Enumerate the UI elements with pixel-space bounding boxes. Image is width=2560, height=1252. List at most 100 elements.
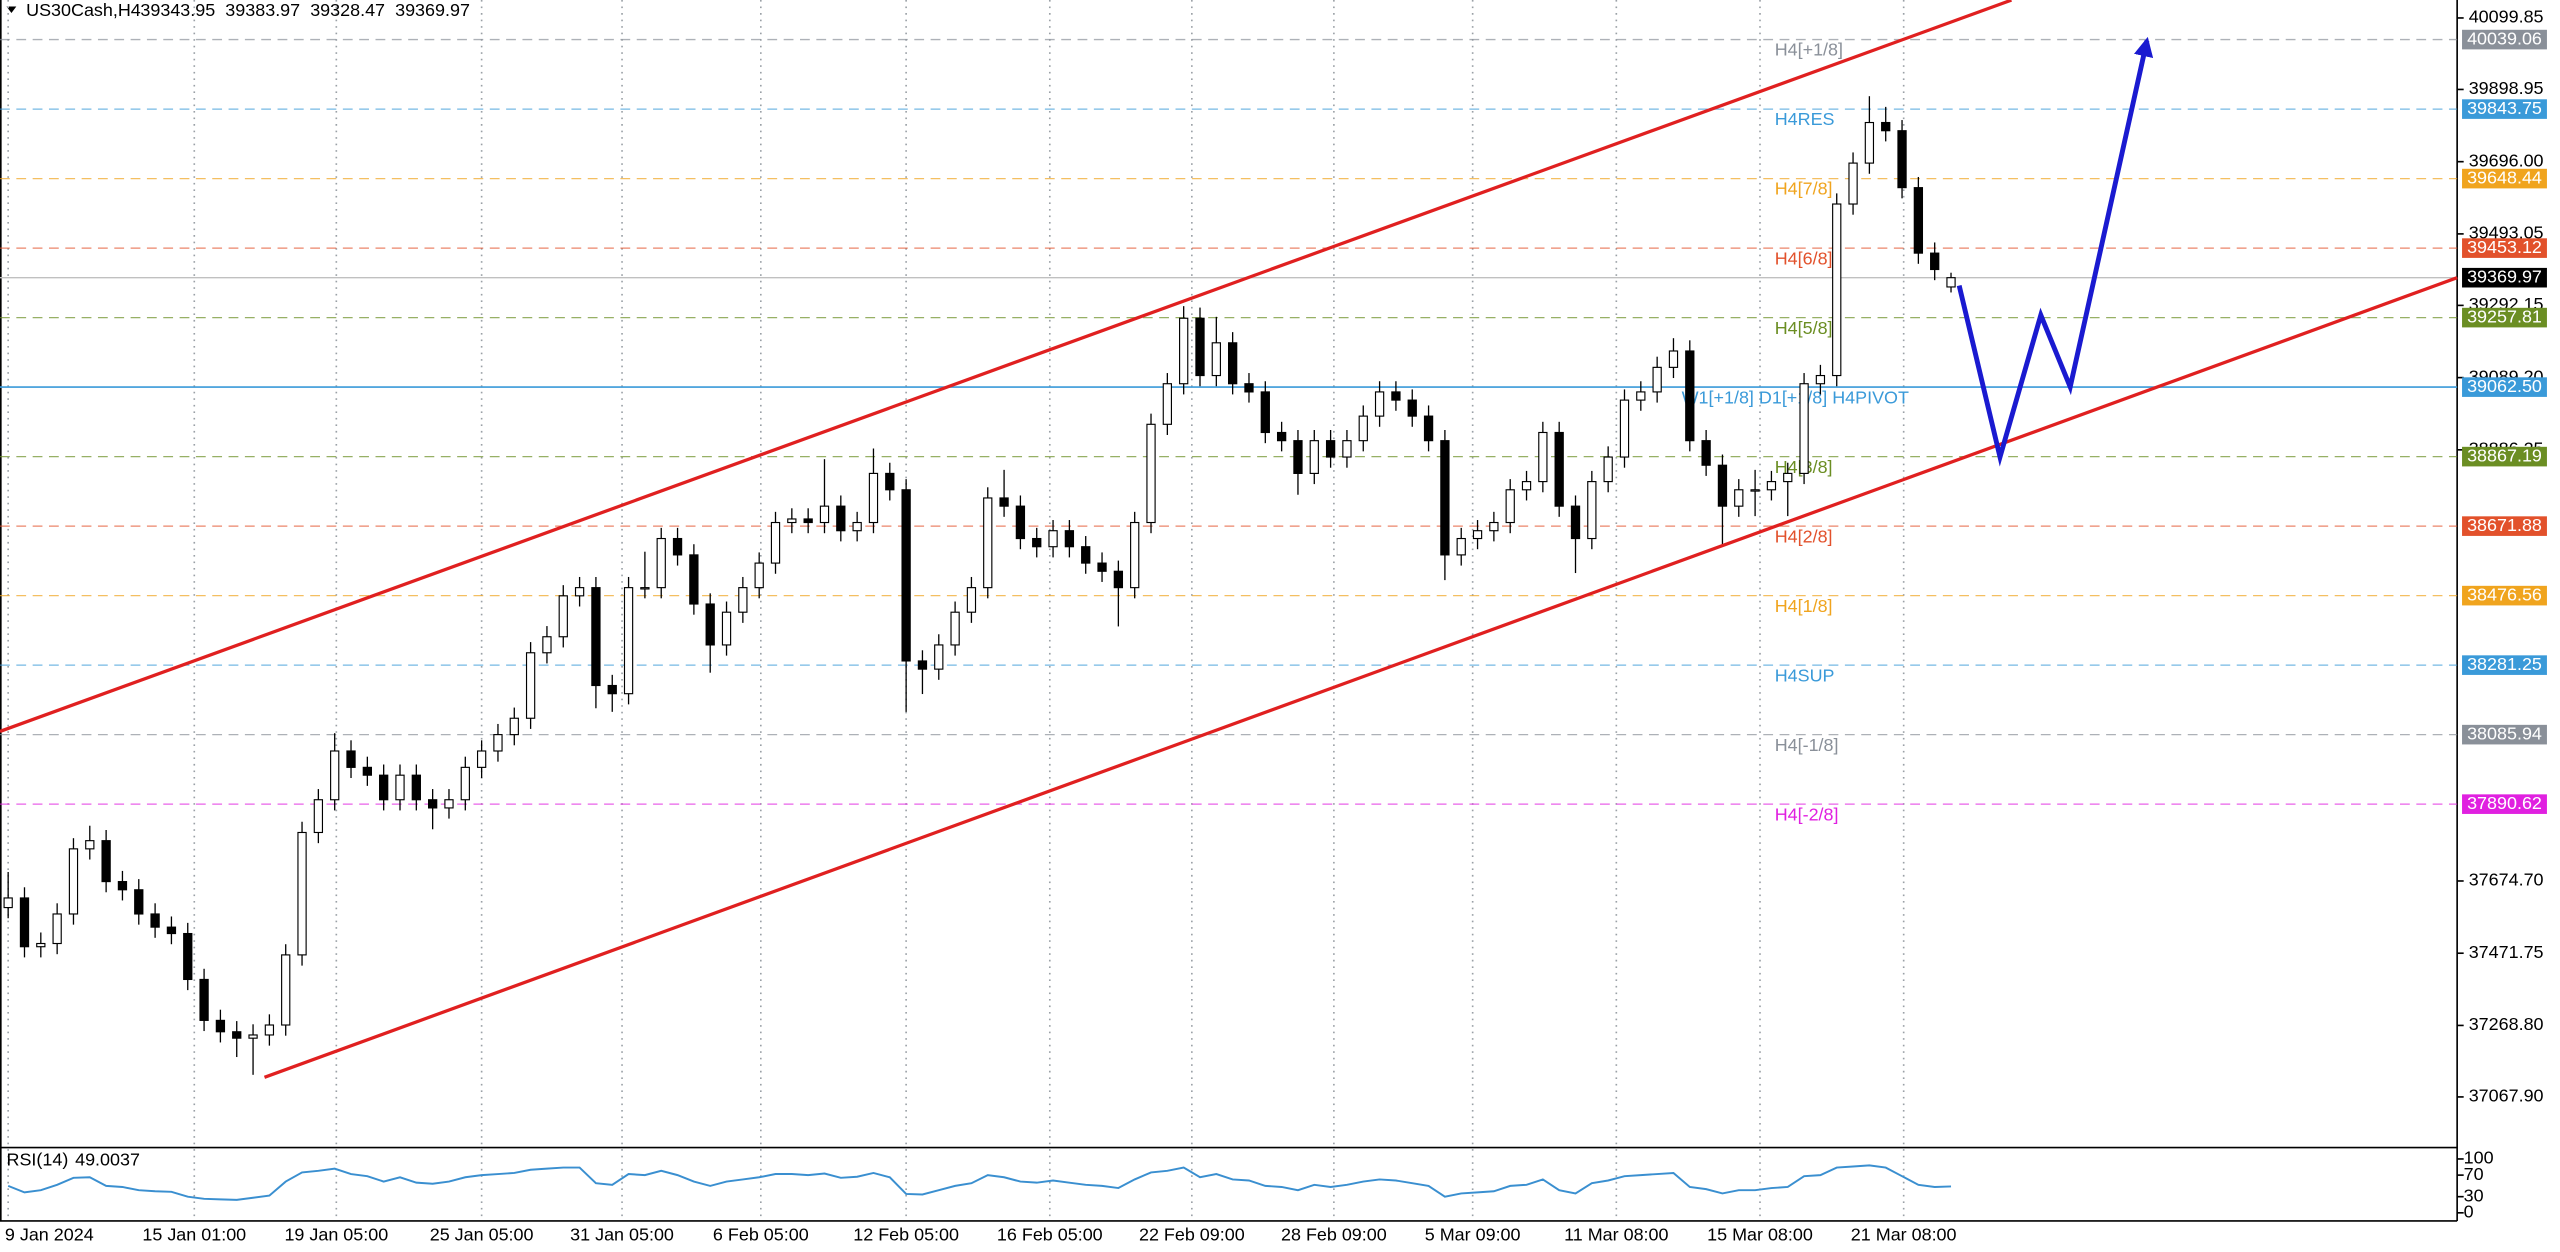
- time-label: 15 Mar 08:00: [1707, 1224, 1813, 1244]
- candle-body: [672, 537, 683, 556]
- candle-body: [1734, 489, 1744, 507]
- time-label: 5 Mar 09:00: [1425, 1224, 1521, 1244]
- candle-body: [183, 932, 193, 981]
- candle-body: [836, 505, 846, 532]
- candle-body: [983, 497, 993, 589]
- candle-body: [1472, 530, 1483, 540]
- candle-body: [1211, 342, 1221, 377]
- candle-body: [591, 587, 601, 687]
- candle-body: [150, 913, 160, 928]
- candle-body: [313, 799, 324, 834]
- price-label: 37471.75: [2469, 942, 2544, 962]
- candle-body: [395, 774, 405, 801]
- level-price: 38281.25: [2467, 654, 2542, 674]
- level-price-bg: [2462, 446, 2547, 467]
- candle-body: [1456, 537, 1466, 556]
- level-name: H4[-1/8]: [1775, 735, 1839, 755]
- level-price: 38085.94: [2467, 723, 2542, 743]
- candle-body: [1897, 130, 1907, 189]
- level-name: H4[-2/8]: [1775, 804, 1839, 824]
- time-label: 19 Jan 05:00: [284, 1224, 388, 1244]
- candle-body: [1342, 440, 1352, 458]
- price-label: 37674.70: [2469, 870, 2544, 890]
- time-label: 6 Feb 05:00: [713, 1224, 809, 1244]
- rsi-value: 49.0037: [75, 1149, 140, 1169]
- time-label: 9 Jan 2024: [5, 1224, 94, 1244]
- candle-body: [1750, 489, 1760, 492]
- candle-body: [134, 889, 144, 915]
- candle-body: [705, 603, 715, 646]
- candle-body: [1325, 440, 1336, 458]
- candle-body: [558, 595, 568, 638]
- time-label: 21 Mar 08:00: [1851, 1224, 1957, 1244]
- candle-body: [101, 840, 111, 883]
- candle-body: [1783, 472, 1793, 483]
- level-price: 39453.12: [2467, 237, 2542, 257]
- candle-body: [1766, 481, 1777, 491]
- candle-body: [754, 562, 764, 589]
- candle-body: [868, 472, 879, 524]
- candle-body: [1521, 481, 1532, 491]
- candle-body: [509, 717, 519, 736]
- price-label: 39696.00: [2469, 150, 2544, 170]
- candle-body: [966, 587, 977, 613]
- candle-body: [199, 978, 209, 1021]
- rsi-label: RSI(14): [7, 1149, 69, 1169]
- level-price-bg: [2462, 794, 2547, 814]
- candle-body: [1064, 530, 1075, 548]
- candle-body: [460, 766, 470, 801]
- level-name: H4SUP: [1775, 665, 1835, 685]
- candle-body: [1276, 431, 1287, 442]
- candle-body: [1799, 383, 1809, 474]
- rsi-tick-label: 30: [2464, 1185, 2484, 1205]
- level-name: W1[+1/8] D1[+1/8] H4PIVOT: [1682, 387, 1909, 407]
- candle-body: [1374, 391, 1385, 417]
- candle-body: [689, 554, 699, 605]
- candle-body: [1423, 415, 1434, 442]
- level-price-bg: [2462, 307, 2547, 328]
- header-ohlc: 39328.47: [310, 0, 385, 20]
- level-price-bg: [2462, 29, 2547, 50]
- candle-body: [1391, 391, 1401, 401]
- level-name: H4RES: [1775, 109, 1835, 129]
- candle-body: [1146, 423, 1156, 524]
- level-name: H4[1/8]: [1775, 596, 1833, 616]
- candle-body: [1081, 546, 1091, 564]
- price-label: 37067.90: [2469, 1086, 2544, 1106]
- candle-body: [215, 1019, 226, 1033]
- time-label: 12 Feb 05:00: [853, 1224, 959, 1244]
- candle-body: [1179, 317, 1189, 385]
- candle-body: [1309, 440, 1319, 474]
- candle-body: [1881, 121, 1891, 132]
- candle-body: [297, 831, 307, 956]
- candle-body: [36, 942, 46, 948]
- header-ohlc: 39383.97: [225, 0, 300, 20]
- candle-body: [542, 636, 552, 654]
- candle-body: [117, 881, 128, 891]
- level-price-bg: [2462, 724, 2547, 745]
- candle-body: [1554, 431, 1564, 507]
- candle-body: [852, 521, 862, 532]
- time-label: 28 Feb 09:00: [1281, 1224, 1387, 1244]
- candle-body: [819, 505, 830, 524]
- candle-body: [166, 926, 177, 935]
- candle-body: [1293, 440, 1303, 474]
- candle-body: [1538, 431, 1548, 483]
- candle-body: [1652, 366, 1662, 393]
- candle-body: [1015, 505, 1026, 540]
- candle-body: [1440, 440, 1450, 556]
- candle-body: [1619, 399, 1630, 458]
- level-name: H4[6/8]: [1775, 248, 1833, 268]
- level-price-bg: [2462, 516, 2547, 536]
- candle-body: [934, 644, 944, 670]
- candle-body: [68, 848, 79, 915]
- candle-body: [1407, 399, 1417, 417]
- level-price-bg: [2462, 238, 2547, 258]
- candle-body: [428, 799, 438, 809]
- level-name: H4[+1/8]: [1775, 40, 1843, 60]
- rsi-tick-label: 70: [2464, 1164, 2484, 1184]
- level-price-bg: [2462, 585, 2547, 606]
- candle-body: [1162, 383, 1172, 425]
- price-label: 40099.85: [2469, 7, 2544, 27]
